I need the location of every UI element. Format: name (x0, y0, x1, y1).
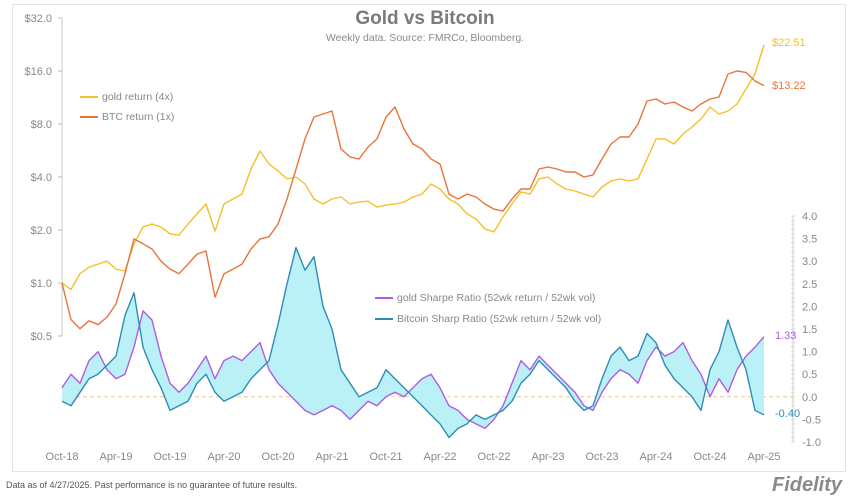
right-axis-tick-label: 1.5 (802, 324, 817, 336)
right-axis-tick-label: -0.5 (802, 414, 821, 426)
left-axis-tick-label: $0.5 (31, 331, 52, 343)
x-axis-tick-label: Oct-24 (693, 451, 726, 463)
x-axis-tick-label: Oct-23 (585, 451, 618, 463)
x-axis-tick-label: Oct-22 (477, 451, 510, 463)
end-label-btc-sharpe: -0.40 (775, 408, 801, 420)
series-line-1 (61, 70, 765, 330)
legend-btc-return: BTC return (1x) (80, 111, 174, 123)
x-axis-tick-label: Apr-25 (747, 451, 780, 463)
right-axis-tick-label: 0.0 (802, 392, 817, 404)
legend-label: gold Sharpe Ratio (52wk return / 52wk vo… (397, 292, 596, 304)
right-axis-tick-label: 2.0 (802, 301, 817, 313)
end-label-gold: $22.51 (772, 37, 806, 49)
series-line-0 (61, 44, 765, 291)
series-line-2 (61, 310, 765, 430)
x-axis-tick-label: Oct-20 (261, 451, 294, 463)
end-label-gold-sharpe: 1.33 (775, 330, 797, 342)
x-axis-tick-label: Oct-18 (45, 451, 78, 463)
x-axis-tick-label: Apr-21 (315, 451, 348, 463)
fidelity-logo: Fidelity (771, 474, 842, 496)
legend-label: gold return (4x) (102, 91, 174, 103)
right-axis-tick-label: 4.0 (802, 211, 817, 223)
left-axis-tick-label: $8.0 (31, 119, 52, 131)
legend-btc-sharpe: Bitcoin Sharp Ratio (52wk return / 52wk … (375, 313, 601, 325)
right-axis-tick-label: 3.0 (802, 256, 817, 268)
sharpe-fill-area (62, 247, 764, 438)
x-axis-tick-label: Apr-19 (99, 451, 132, 463)
right-axis-tick-label: 1.0 (802, 347, 817, 359)
left-axis-tick-label: $2.0 (31, 225, 52, 237)
x-axis-tick-label: Apr-22 (423, 451, 456, 463)
legend-label: Bitcoin Sharp Ratio (52wk return / 52wk … (397, 313, 602, 325)
legend-gold-return: gold return (4x) (80, 91, 173, 103)
x-axis-tick-label: Apr-20 (207, 451, 240, 463)
legend-gold-sharpe: gold Sharpe Ratio (52wk return / 52wk vo… (375, 292, 595, 304)
chart-title: Gold vs Bitcoin (355, 8, 495, 29)
right-axis-tick-label: 0.5 (802, 369, 817, 381)
x-axis-tick-label: Apr-24 (639, 451, 672, 463)
left-axis-tick-label: $32.0 (24, 13, 52, 25)
right-axis-tick-label: 2.5 (802, 279, 817, 291)
x-axis-tick-label: Oct-19 (153, 451, 186, 463)
left-axis-tick-label: $16.0 (24, 66, 52, 78)
legend-label: BTC return (1x) (102, 111, 175, 123)
x-axis-tick-label: Apr-23 (531, 451, 564, 463)
right-axis-tick-label: -1.0 (802, 437, 821, 449)
footer-disclaimer: Data as of 4/27/2025. Past performance i… (6, 480, 298, 490)
x-axis-tick-label: Oct-21 (369, 451, 402, 463)
left-axis-tick-label: $1.0 (31, 278, 52, 290)
chart-subtitle: Weekly data. Source: FMRCo, Bloomberg. (325, 32, 525, 44)
series-line-3 (61, 246, 765, 439)
end-label-btc: $13.22 (772, 80, 806, 92)
right-axis-tick-label: 3.5 (802, 234, 817, 246)
left-axis-tick-label: $4.0 (31, 172, 52, 184)
